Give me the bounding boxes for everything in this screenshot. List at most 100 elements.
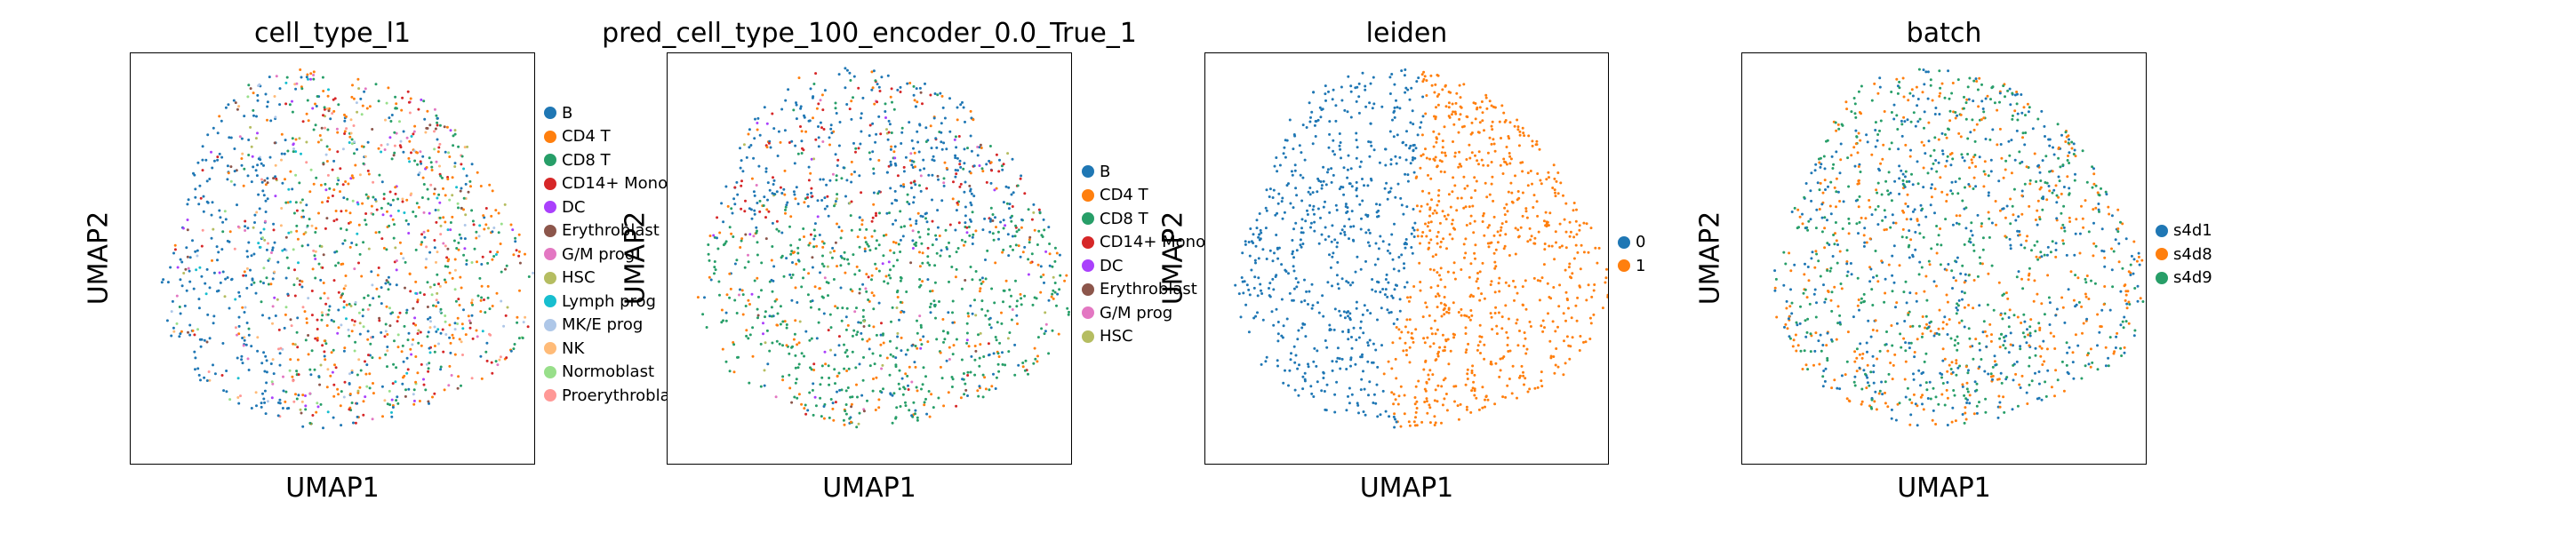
scatter-point xyxy=(868,347,871,351)
scatter-point xyxy=(408,139,412,143)
scatter-point xyxy=(463,224,467,227)
scatter-point xyxy=(1354,362,1357,366)
scatter-point xyxy=(287,266,291,270)
scatter-point xyxy=(1890,408,1893,411)
scatter-point xyxy=(1526,390,1530,394)
scatter-point xyxy=(898,318,900,322)
scatter-point xyxy=(305,321,308,324)
scatter-point xyxy=(1860,301,1863,305)
scatter-point xyxy=(1338,132,1341,135)
scatter-point xyxy=(247,154,251,156)
scatter-point xyxy=(371,356,374,360)
scatter-point xyxy=(745,329,748,332)
scatter-point xyxy=(352,421,355,425)
scatter-point xyxy=(309,373,313,377)
scatter-point xyxy=(1543,326,1546,330)
scatter-point xyxy=(1331,284,1333,288)
scatter-point xyxy=(1301,176,1305,179)
scatter-point xyxy=(912,84,916,88)
scatter-point xyxy=(1428,192,1431,195)
scatter-point xyxy=(1478,270,1482,274)
scatter-point xyxy=(1436,354,1440,358)
scatter-point xyxy=(348,302,351,306)
scatter-point xyxy=(1056,292,1060,296)
scatter-point xyxy=(1958,364,1962,368)
scatter-point xyxy=(1293,388,1297,392)
legend-label: MK/E prog xyxy=(562,315,644,334)
scatter-point xyxy=(892,222,894,226)
scatter-point xyxy=(868,249,872,252)
scatter-point xyxy=(850,180,853,184)
scatter-point xyxy=(946,247,948,251)
scatter-point xyxy=(1955,221,1958,225)
legend-label: DC xyxy=(1100,256,1124,275)
scatter-point xyxy=(1344,203,1348,206)
scatter-point xyxy=(932,116,936,120)
scatter-point xyxy=(180,284,184,288)
scatter-point xyxy=(1006,233,1010,236)
scatter-point xyxy=(929,290,932,293)
scatter-point xyxy=(293,343,297,346)
scatter-point xyxy=(936,226,940,229)
scatter-point xyxy=(1906,118,1909,122)
scatter-point xyxy=(797,393,801,396)
scatter-point xyxy=(872,307,876,311)
scatter-point xyxy=(247,139,251,141)
scatter-point xyxy=(419,291,422,294)
scatter-point xyxy=(808,338,812,342)
scatter-point xyxy=(1818,161,1821,164)
scatter-point xyxy=(814,138,818,141)
scatter-point xyxy=(1500,315,1504,319)
scatter-point xyxy=(1439,301,1443,305)
scatter-point xyxy=(1429,220,1433,224)
scatter-point xyxy=(1027,208,1030,211)
scatter-point xyxy=(1067,313,1070,316)
legend-label: B xyxy=(562,103,573,123)
scatter-point xyxy=(747,298,750,302)
scatter-point xyxy=(1343,233,1347,236)
scatter-point xyxy=(812,362,816,366)
scatter-point xyxy=(465,174,468,178)
legend-item: CD8 T xyxy=(1082,207,1205,231)
scatter-point xyxy=(367,172,371,176)
scatter-point xyxy=(315,410,318,414)
scatter-point xyxy=(1340,277,1344,281)
scatter-point xyxy=(765,146,769,149)
scatter-point xyxy=(341,147,345,151)
scatter-point xyxy=(771,112,774,115)
scatter-point xyxy=(445,256,449,259)
scatter-point xyxy=(295,209,299,212)
scatter-point xyxy=(524,252,526,256)
scatter-point xyxy=(332,188,336,192)
scatter-point xyxy=(1412,148,1415,152)
scatter-point xyxy=(868,338,871,341)
scatter-point xyxy=(465,259,468,262)
scatter-point xyxy=(826,195,829,198)
scatter-point xyxy=(1409,144,1412,147)
scatter-point xyxy=(1035,297,1038,300)
scatter-point xyxy=(1560,244,1564,248)
scatter-point xyxy=(194,250,197,253)
scatter-point xyxy=(425,258,428,261)
scatter-point xyxy=(413,159,417,163)
scatter-point xyxy=(890,87,893,91)
scatter-point xyxy=(730,207,733,211)
scatter-point xyxy=(1997,281,2001,284)
scatter-point xyxy=(1039,275,1043,279)
scatter-point xyxy=(1836,305,1840,308)
scatter-point xyxy=(2081,217,2084,220)
scatter-point xyxy=(1356,195,1358,198)
scatter-point xyxy=(1361,71,1364,75)
scatter-point xyxy=(782,274,786,278)
scatter-point xyxy=(261,392,264,395)
scatter-point xyxy=(1455,209,1459,212)
scatter-point xyxy=(348,220,352,224)
scatter-point xyxy=(755,184,758,187)
scatter-point xyxy=(870,274,874,277)
scatter-point xyxy=(1275,234,1278,236)
scatter-point xyxy=(1508,378,1511,380)
scatter-point xyxy=(1457,131,1460,134)
scatter-point xyxy=(889,147,892,151)
scatter-point xyxy=(240,354,244,358)
scatter-point xyxy=(1592,289,1596,292)
